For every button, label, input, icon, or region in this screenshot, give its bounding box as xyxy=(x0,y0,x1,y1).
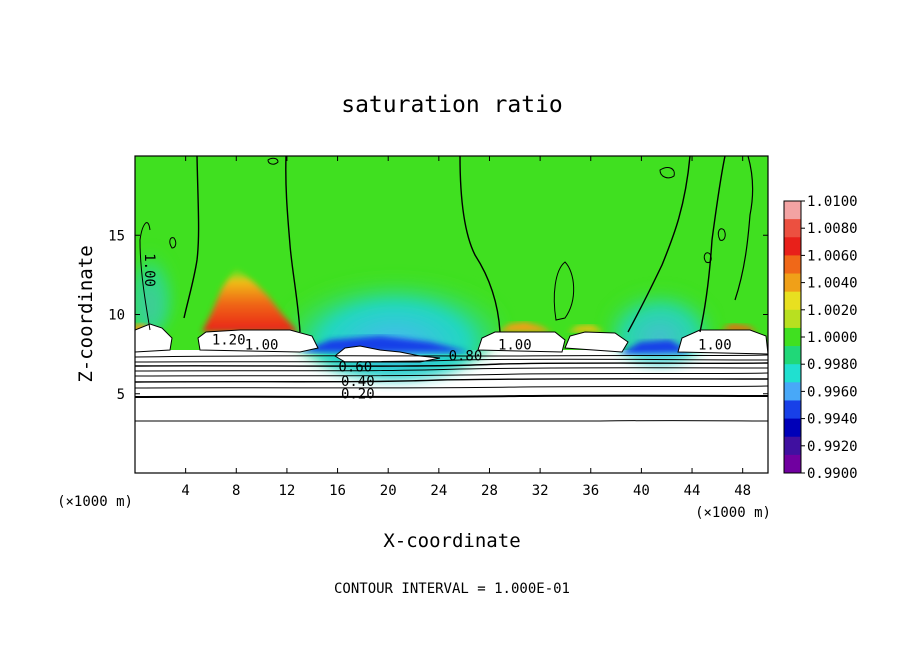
contour-label: 0.60 xyxy=(338,360,372,376)
blue-band-right xyxy=(620,340,690,354)
colorbar-segment xyxy=(784,454,801,474)
x-tick-label: 20 xyxy=(380,483,397,499)
colorbar-segment xyxy=(784,219,801,238)
colorbar-segment xyxy=(784,309,801,329)
colorbar-segment xyxy=(784,237,801,256)
colorbar-level-label: 1.0060 xyxy=(807,248,858,264)
colorbar-segment xyxy=(784,382,801,401)
contour-label: 1.00 xyxy=(698,337,732,353)
colorbar-segment xyxy=(784,364,801,383)
x-tick-label: 4 xyxy=(181,483,189,499)
x-tick-label: 44 xyxy=(684,483,701,499)
contour-label: 1.00 xyxy=(245,337,279,353)
colorbar-segment xyxy=(784,291,801,311)
colorbar-level-label: 0.9900 xyxy=(807,466,858,482)
colorbar-level-label: 1.0100 xyxy=(807,194,858,210)
colorbar-segment xyxy=(784,346,801,365)
x-axis: 4 8 12 16 20 24 28 32 36 40 44 48 xyxy=(181,156,751,499)
x-unit-left: (×1000 m) xyxy=(57,494,133,510)
y-axis-label: Z-coordinate xyxy=(75,245,97,382)
x-tick-label: 16 xyxy=(329,483,346,499)
y-tick-label: 5 xyxy=(117,387,125,403)
contour-label: 0.20 xyxy=(341,387,375,403)
colorbar-segment xyxy=(784,201,801,220)
fan-region-34km xyxy=(568,325,604,332)
contour-label: 1.00 xyxy=(498,337,532,353)
colorbar-segment xyxy=(784,400,801,419)
y-tick-label: 10 xyxy=(108,308,125,324)
x-tick-label: 48 xyxy=(734,483,751,499)
colorbar-level-label: 1.0000 xyxy=(807,330,858,346)
x-unit-right: (×1000 m) xyxy=(695,505,771,521)
x-axis-label: X-coordinate xyxy=(383,530,520,552)
x-tick-label: 40 xyxy=(633,483,650,499)
colorbar-level-label: 1.0040 xyxy=(807,276,858,292)
x-tick-label: 8 xyxy=(232,483,240,499)
fan-region-30km xyxy=(498,322,552,332)
cyan-region-left xyxy=(135,235,175,335)
contour-label: 0.80 xyxy=(449,348,483,364)
contour-label: 1.20 xyxy=(212,333,246,349)
x-tick-label: 32 xyxy=(532,483,549,499)
colorbar-level-label: 1.0020 xyxy=(807,303,858,319)
colorbar-level-label: 0.9960 xyxy=(807,384,858,400)
colorbar-level-label: 0.9920 xyxy=(807,439,858,455)
colorbar-segment xyxy=(784,327,801,347)
chart-title: saturation ratio xyxy=(341,92,563,118)
contour-lines xyxy=(135,156,768,422)
fan-region-8km xyxy=(202,268,298,332)
white-cloud-patches xyxy=(135,323,768,363)
x-tick-label: 36 xyxy=(582,483,599,499)
y-tick-label: 15 xyxy=(108,228,125,244)
colorbar: 1.0100 1.0080 1.0060 1.0040 1.0020 1.0000 0.99… xyxy=(783,194,858,482)
colorbar-level-label: 1.0080 xyxy=(807,221,858,237)
contour-labels: 1.001.20 1.000.801.00 1.000.600.400.20 xyxy=(141,253,732,402)
colorbar-segment xyxy=(784,418,801,438)
x-tick-label: 12 xyxy=(278,483,295,499)
colorbar-segment xyxy=(784,273,801,293)
colorbar-level-label: 0.9980 xyxy=(807,357,858,373)
y-axis: 5 10 15 xyxy=(108,228,768,403)
plot-area: 1.001.20 1.000.801.00 1.000.600.400.20 xyxy=(135,156,768,473)
contour-label: 1.00 xyxy=(141,253,157,287)
contour-interval-note: CONTOUR INTERVAL = 1.000E-01 xyxy=(334,581,570,597)
colorbar-segment xyxy=(784,255,801,274)
contour-label: 0.40 xyxy=(341,374,375,390)
blue-band-center xyxy=(300,336,470,352)
colorbar-segment xyxy=(784,436,801,456)
x-tick-label: 28 xyxy=(481,483,498,499)
colorbar-level-label: 0.9940 xyxy=(807,412,858,428)
x-tick-label: 24 xyxy=(430,483,447,499)
